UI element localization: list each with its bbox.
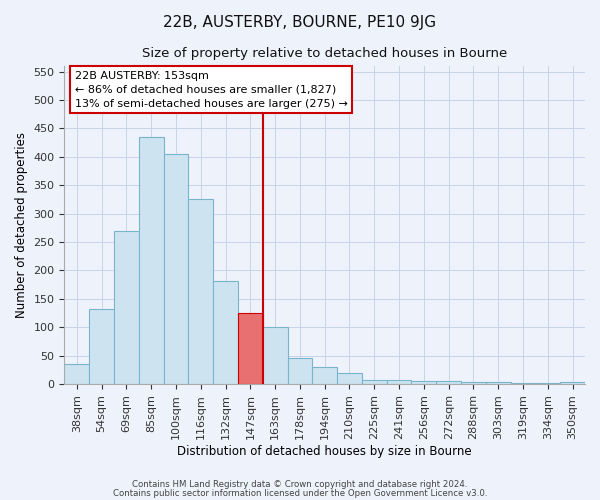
Bar [535,383,560,384]
Bar [89,308,114,384]
Bar [139,137,164,384]
Bar [436,382,461,384]
Bar [263,328,287,384]
Y-axis label: Number of detached properties: Number of detached properties [15,132,28,318]
Bar [461,382,486,384]
Bar [362,380,386,384]
Text: Contains public sector information licensed under the Open Government Licence v3: Contains public sector information licen… [113,488,487,498]
X-axis label: Distribution of detached houses by size in Bourne: Distribution of detached houses by size … [178,444,472,458]
Bar [64,364,89,384]
Bar [238,313,263,384]
Bar [213,280,238,384]
Text: 22B AUSTERBY: 153sqm
← 86% of detached houses are smaller (1,827)
13% of semi-de: 22B AUSTERBY: 153sqm ← 86% of detached h… [75,70,347,108]
Bar [164,154,188,384]
Bar [560,382,585,384]
Bar [386,380,412,384]
Bar [486,382,511,384]
Bar [287,358,313,384]
Bar [188,200,213,384]
Text: 22B, AUSTERBY, BOURNE, PE10 9JG: 22B, AUSTERBY, BOURNE, PE10 9JG [163,15,437,30]
Text: Contains HM Land Registry data © Crown copyright and database right 2024.: Contains HM Land Registry data © Crown c… [132,480,468,489]
Bar [313,367,337,384]
Bar [511,383,535,384]
Bar [114,230,139,384]
Bar [337,372,362,384]
Title: Size of property relative to detached houses in Bourne: Size of property relative to detached ho… [142,48,508,60]
Bar [412,382,436,384]
